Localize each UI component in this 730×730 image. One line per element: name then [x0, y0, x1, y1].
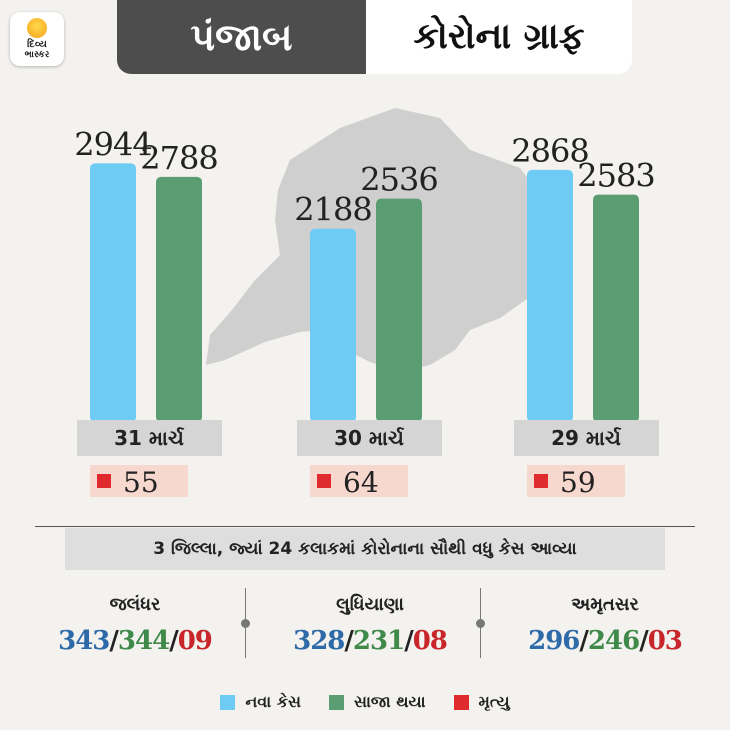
districts-subheading: 3 જિલ્લા, જ્યાં 24 કલાકમાં કોરોનાના સૌથી… — [65, 528, 665, 570]
bar — [310, 228, 356, 422]
new-cases-swatch — [220, 694, 236, 710]
district-deaths: 03 — [647, 626, 683, 656]
separator-dot — [241, 619, 250, 628]
death-count-label: 64 — [343, 466, 379, 499]
bar-value-label: 2868 — [511, 132, 588, 170]
bar-value-label: 2944 — [74, 125, 151, 163]
district-new-cases: 343 — [58, 626, 110, 656]
district-stat: લુધિયાણા 328/231/08 — [265, 592, 475, 656]
bar — [156, 176, 202, 422]
district-numbers: 296/246/03 — [500, 626, 710, 656]
legend-item-new-cases: નવા કેસ — [220, 692, 301, 712]
district-deaths: 09 — [177, 626, 213, 656]
district-stat: અમૃતસર 296/246/03 — [500, 592, 710, 656]
bar — [90, 163, 136, 422]
district-stat: જલંધર 343/344/09 — [30, 592, 240, 656]
number-separator: / — [109, 626, 118, 656]
chart-legend: નવા કેસ સાજા થયા મૃત્યુ — [0, 692, 730, 712]
bar-value-label: 2188 — [294, 191, 371, 229]
number-separator: / — [579, 626, 588, 656]
bar — [527, 169, 573, 422]
legend-label-recovered: સાજા થયા — [354, 692, 426, 711]
district-numbers: 328/231/08 — [265, 626, 475, 656]
death-marker — [534, 474, 548, 488]
number-separator: / — [639, 626, 648, 656]
category-label-box — [514, 420, 659, 456]
district-recovered: 246 — [587, 626, 640, 656]
death-count-label: 55 — [123, 466, 159, 499]
district-separator — [241, 588, 250, 658]
state-title: પંજાબ — [117, 0, 366, 74]
district-name: જલંધર — [109, 594, 161, 615]
death-count-label: 59 — [560, 466, 596, 499]
district-name: અમૃતસર — [571, 594, 639, 615]
category-label-box — [297, 420, 442, 456]
logo-line-1: દિવ્ય — [27, 39, 47, 50]
divya-bhaskar-logo: દિવ્ય ભાસ્કર — [10, 12, 64, 66]
bar — [376, 198, 422, 422]
district-numbers: 343/344/09 — [30, 626, 240, 656]
number-separator: / — [404, 626, 413, 656]
graph-title: કોરોના ગ્રાફ — [366, 0, 632, 74]
bar-value-label: 2788 — [140, 139, 217, 177]
legend-item-deaths: મૃત્યુ — [453, 692, 510, 712]
separator-dot — [476, 619, 485, 628]
legend-item-recovered: સાજા થયા — [329, 692, 426, 712]
category-label-box — [77, 420, 222, 456]
district-recovered: 344 — [117, 626, 170, 656]
district-recovered: 231 — [352, 626, 405, 656]
category-label: 29 માર્ચ — [551, 426, 622, 450]
death-marker — [97, 474, 111, 488]
district-deaths: 08 — [412, 626, 448, 656]
bar-value-label: 2536 — [360, 161, 437, 199]
district-new-cases: 328 — [293, 626, 345, 656]
title-banner: પંજાબ કોરોના ગ્રાફ — [117, 0, 632, 74]
category-label: 31 માર્ચ — [114, 426, 185, 450]
legend-label-deaths: મૃત્યુ — [478, 692, 510, 711]
sun-icon — [27, 18, 47, 38]
district-new-cases: 296 — [528, 626, 580, 656]
number-separator: / — [344, 626, 353, 656]
deaths-swatch — [453, 694, 469, 710]
recovered-swatch — [329, 694, 344, 710]
district-separator — [476, 588, 485, 658]
district-name: લુધિયાણા — [336, 594, 404, 615]
section-divider — [35, 526, 695, 527]
logo-line-2: ભાસ્કર — [24, 50, 50, 60]
legend-label-new-cases: નવા કેસ — [245, 692, 301, 711]
death-marker — [317, 474, 331, 488]
bar — [593, 194, 639, 422]
number-separator: / — [169, 626, 178, 656]
category-label: 30 માર્ચ — [334, 426, 405, 450]
bar-value-label: 2583 — [577, 157, 654, 195]
